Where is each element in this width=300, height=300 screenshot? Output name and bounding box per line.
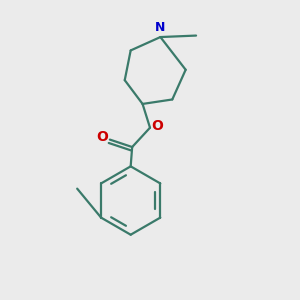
- Text: N: N: [155, 21, 166, 34]
- Text: O: O: [152, 119, 164, 133]
- Text: O: O: [97, 130, 108, 144]
